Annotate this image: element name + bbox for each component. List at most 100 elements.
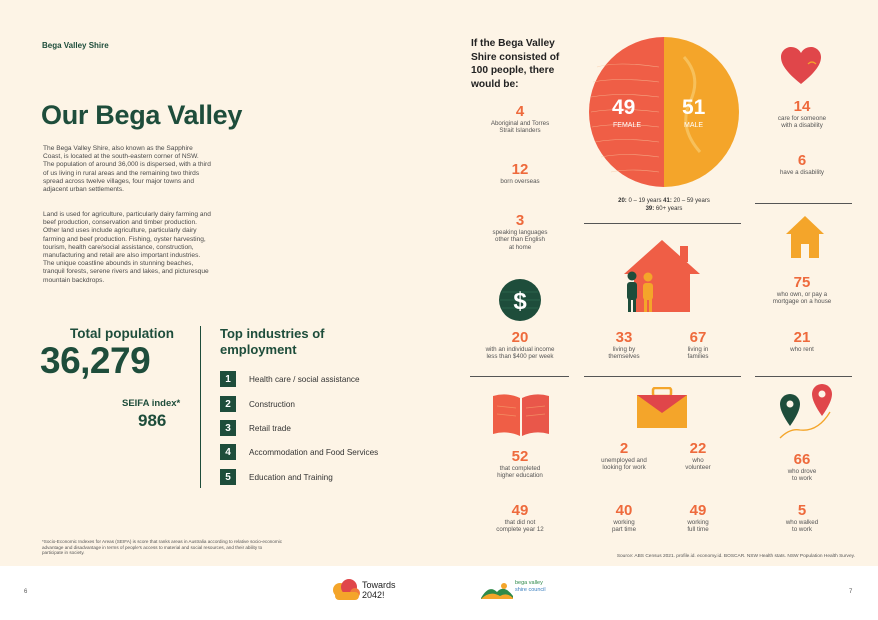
council-line: bega valley — [515, 580, 543, 586]
female-value: 49 — [612, 96, 636, 119]
stat-label: volunteer — [685, 464, 711, 472]
stat-year12: 49 that did not complete year 12 — [470, 503, 570, 534]
hundred-people-intro: If the Bega Valley Shire consisted of 10… — [471, 37, 559, 91]
age-value: 41: — [663, 198, 672, 204]
stat-value: 4 — [515, 103, 525, 120]
shire-label: Bega Valley Shire — [42, 41, 109, 50]
divider — [584, 376, 741, 377]
divider — [755, 376, 852, 377]
stat-label: Strait Islanders — [499, 127, 541, 135]
cloud-logo-icon — [333, 579, 360, 600]
council-logo-text: bega valley shire council — [515, 580, 546, 593]
male-texture — [682, 55, 702, 153]
stat-label: who drove — [787, 468, 817, 475]
stat-value: 6 — [797, 152, 807, 169]
stat-families: 67 living in families — [658, 330, 738, 361]
stat-value: 21 — [793, 329, 811, 346]
stat-label: other than English — [495, 236, 545, 244]
towards-line: Towards — [362, 580, 396, 590]
stat-label: part time — [611, 526, 637, 534]
female-texture — [590, 63, 660, 173]
industry-rank: 5 — [220, 469, 236, 485]
industries-title-line2: employment — [220, 342, 297, 357]
house-icon — [786, 216, 824, 258]
stat-label: care for someone — [777, 115, 827, 122]
stat-value: 75 — [793, 274, 811, 291]
towards-line: 2042! — [362, 590, 385, 600]
stat-label: that did not — [504, 519, 536, 526]
industry-item: 5 Education and Training — [220, 469, 333, 485]
stat-label: families — [687, 353, 709, 361]
map-pin-icon — [779, 384, 832, 439]
stat-volunteer: 22 who volunteer — [658, 441, 738, 472]
male-label: MALE — [684, 122, 704, 129]
stat-value: 49 — [511, 502, 529, 519]
age-range: 60+ years — [654, 205, 683, 212]
industry-label: Education and Training — [249, 472, 333, 482]
seifa-label: SEIFA index* — [122, 398, 181, 409]
intro-line: Shire consisted of — [471, 51, 560, 63]
stat-label: Aboriginal and Torres — [490, 120, 550, 127]
industry-label: Construction — [249, 399, 295, 409]
stat-rent: 21 who rent — [752, 329, 852, 354]
page-number-right: 7 — [849, 589, 853, 595]
population-value: 36,279 — [40, 340, 151, 381]
stat-label: living in — [687, 346, 709, 353]
industry-rank: 2 — [220, 396, 236, 412]
seifa-value: 986 — [138, 411, 167, 430]
house-family-icon — [624, 240, 700, 312]
industries-title-line1: Top industries of — [220, 326, 325, 341]
svg-text:$: $ — [513, 288, 527, 315]
stat-higher-ed: 52 that completed higher education — [470, 449, 570, 480]
stat-walked: 5 who walked to work — [752, 503, 852, 534]
industry-item: 1 Health care / social assistance — [220, 371, 360, 387]
stat-value: 3 — [515, 212, 525, 229]
stat-label: living by — [612, 346, 636, 353]
male-slice — [664, 37, 739, 187]
stat-languages: 3 speaking languages other than English … — [470, 213, 570, 251]
intro-paragraph-1: The Bega Valley Shire, also known as the… — [43, 145, 211, 194]
female-slice — [589, 37, 664, 187]
dollar-icon: $ — [499, 279, 541, 321]
stat-value: 14 — [793, 98, 811, 115]
stat-label: looking for work — [602, 464, 646, 472]
female-label: FEMALE — [613, 122, 642, 129]
stat-label: higher education — [497, 472, 543, 480]
stat-value: 5 — [797, 502, 807, 519]
stat-label: full time — [687, 526, 709, 534]
divider — [755, 203, 852, 204]
stat-alone: 33 living by themselves — [584, 330, 664, 361]
intro-paragraph-2: Land is used for agriculture, particular… — [43, 211, 211, 284]
intro-line: If the Bega Valley — [471, 38, 555, 49]
stat-label: speaking languages — [492, 229, 548, 236]
footnote: *Socio-Economic Indexes for Areas (SEIFA… — [42, 539, 283, 556]
stat-part-time: 40 working part time — [584, 503, 664, 534]
intro-line: would be: — [471, 78, 519, 90]
page-title: Our Bega Valley — [41, 100, 243, 130]
stat-value: 40 — [615, 502, 633, 519]
stat-label: working — [687, 519, 709, 526]
stat-value: 22 — [689, 440, 707, 457]
stat-value: 33 — [615, 329, 633, 346]
stat-care: 14 care for someone with a disability — [752, 99, 852, 130]
industry-item: 4 Accommodation and Food Services — [220, 444, 378, 460]
stat-value: 67 — [689, 329, 707, 346]
age-breakdown: 20: 0 – 19 years 41: 20 – 59 years 39: 6… — [598, 198, 730, 213]
stat-mortgage: 75 who own, or pay a mortgage on a house — [752, 275, 852, 306]
stat-label: complete year 12 — [496, 526, 544, 534]
stat-full-time: 49 working full time — [658, 503, 738, 534]
stat-value: 52 — [511, 448, 529, 465]
divider — [584, 223, 741, 224]
briefcase-icon — [637, 387, 687, 428]
source-note: Source: ABS Census 2021. profile.id. eco… — [616, 554, 855, 559]
stat-label: to work — [792, 475, 812, 483]
industry-label: Accommodation and Food Services — [249, 447, 379, 457]
stat-label: born overseas — [500, 178, 540, 185]
age-value: 39: — [645, 205, 655, 212]
stat-drove: 66 who drove to work — [752, 452, 852, 483]
stat-disability: 6 have a disability — [752, 152, 852, 177]
age-value: 20: — [618, 198, 627, 204]
stat-label: who own, or pay a — [776, 291, 828, 298]
stat-label: themselves — [608, 353, 640, 361]
industry-label: Retail trade — [249, 423, 291, 433]
